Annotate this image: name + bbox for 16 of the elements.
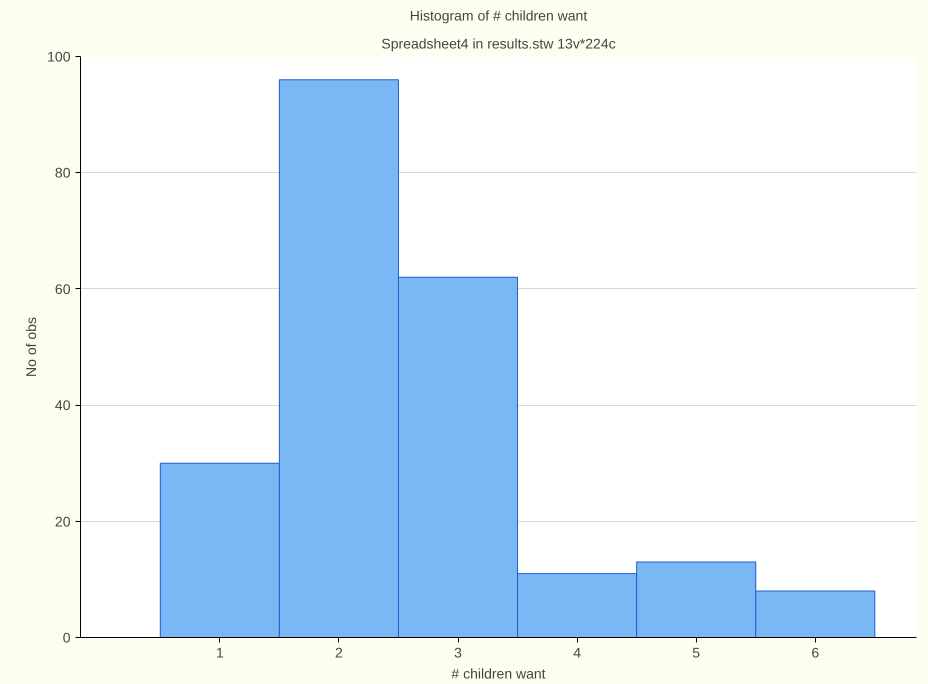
chart-title: Histogram of # children want [410,8,588,24]
y-tick-label: 80 [54,164,71,181]
x-tick-label: 4 [573,644,582,660]
y-tick-label: 20 [54,513,71,530]
y-tick-label: 60 [54,280,71,297]
chart-subtitle: Spreadsheet4 in results.stw 13v*224c [381,36,616,52]
x-tick-label: 1 [216,644,224,660]
x-tick-label: 2 [335,644,344,660]
y-tick-label: 0 [62,630,71,646]
x-tick-label: 5 [692,644,700,660]
y-tick-label: 100 [47,48,71,64]
y-axis-title: No of obs [23,317,40,377]
x-axis-title: # children want [451,666,546,682]
x-tick-label: 3 [454,644,462,660]
x-tick-label: 6 [811,644,820,660]
y-tick-label: 40 [54,397,71,414]
